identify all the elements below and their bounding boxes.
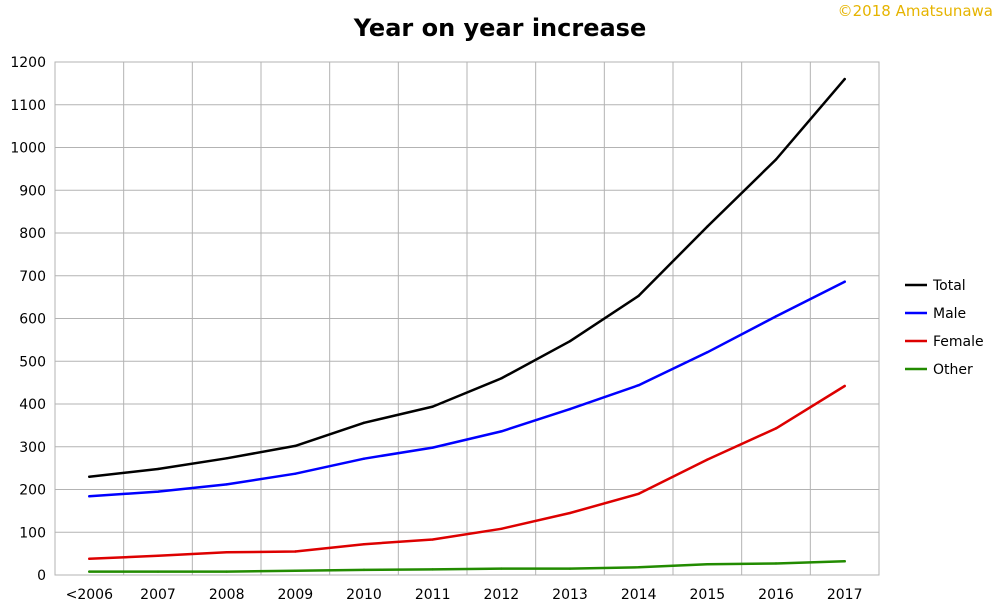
data-point — [88, 557, 91, 560]
data-point — [706, 351, 709, 354]
data-point — [294, 472, 297, 475]
data-point — [568, 567, 572, 570]
data-point — [843, 384, 846, 388]
data-point — [774, 315, 778, 318]
x-tick-label: 2016 — [758, 587, 794, 603]
x-tick-label: <2006 — [66, 587, 113, 603]
legend-item-male: Male — [905, 306, 966, 322]
data-point — [843, 77, 846, 81]
chart-title: Year on year increase — [353, 14, 647, 42]
y-tick-label: 1000 — [10, 141, 46, 157]
y-tick-label: 1200 — [10, 55, 46, 71]
data-point — [88, 475, 91, 478]
y-tick-label: 1100 — [10, 98, 46, 114]
data-point — [156, 467, 160, 471]
series-line-total — [88, 77, 846, 478]
data-point — [431, 446, 434, 449]
y-tick-label: 100 — [19, 525, 46, 541]
data-point — [225, 457, 228, 460]
data-point — [637, 294, 640, 298]
legend-label: Total — [932, 278, 966, 294]
data-point — [637, 492, 640, 495]
legend-label: Other — [933, 362, 973, 378]
x-tick-label: 2012 — [484, 587, 520, 603]
data-point — [431, 538, 434, 541]
y-tick-label: 700 — [19, 269, 46, 285]
x-tick-label: 2013 — [552, 587, 588, 603]
data-point — [156, 554, 160, 557]
y-tick-label: 200 — [19, 483, 46, 499]
data-point — [500, 377, 503, 380]
data-point — [225, 551, 228, 554]
y-axis-tick-labels: 0 100 200 300 400 500 600 700 800 900 1000 1100 1200 — [10, 55, 46, 584]
data-point — [843, 560, 846, 563]
y-tick-label: 300 — [19, 440, 46, 456]
x-tick-label: 2017 — [827, 587, 863, 603]
y-tick-label: 500 — [19, 354, 46, 370]
series-line-other — [88, 560, 846, 573]
legend-item-total: Total — [905, 278, 966, 294]
x-tick-label: 2010 — [346, 587, 382, 603]
legend-item-female: Female — [905, 334, 984, 350]
legend: Total Male Female Other — [905, 278, 984, 378]
data-point — [774, 158, 778, 161]
data-point — [637, 566, 640, 569]
series-male — [88, 280, 846, 498]
data-point — [500, 527, 503, 531]
series-lines — [88, 77, 846, 573]
data-point — [568, 511, 572, 515]
data-point — [362, 568, 366, 572]
x-tick-label: 2014 — [621, 587, 657, 603]
data-point — [156, 490, 160, 493]
series-line-female — [88, 384, 846, 561]
data-point — [156, 570, 160, 573]
data-point — [774, 562, 778, 565]
data-point — [500, 567, 503, 570]
legend-label: Male — [933, 306, 966, 322]
y-tick-label: 600 — [19, 312, 46, 328]
data-point — [362, 421, 366, 425]
data-point — [774, 427, 778, 430]
data-point — [294, 444, 297, 448]
data-point — [500, 430, 503, 433]
x-tick-label: 2011 — [415, 587, 451, 603]
data-point — [706, 563, 709, 566]
y-tick-label: 900 — [19, 183, 46, 199]
series-line-male — [88, 280, 846, 498]
data-point — [706, 458, 709, 461]
y-tick-label: 400 — [19, 397, 46, 413]
series-total — [88, 77, 846, 478]
data-point — [706, 225, 709, 228]
data-point — [431, 405, 434, 408]
x-axis-tick-labels: <2006 2007 2008 2009 2010 2011 2012 2013 2014 201… — [66, 587, 863, 603]
y-tick-label: 0 — [37, 568, 46, 584]
legend-item-other: Other — [905, 362, 973, 378]
data-point — [843, 280, 846, 283]
data-point — [294, 550, 297, 553]
data-point — [362, 457, 366, 460]
series-other — [88, 560, 846, 573]
x-tick-label: 2007 — [140, 587, 176, 603]
copyright-text: ©2018 Amatsunawa — [838, 2, 993, 20]
data-point — [637, 383, 640, 387]
data-point — [568, 339, 572, 343]
y-tick-label: 800 — [19, 226, 46, 242]
legend-label: Female — [933, 334, 984, 350]
plot-area-frame — [54, 61, 880, 576]
data-point — [431, 568, 434, 571]
grid — [54, 61, 880, 576]
series-female — [88, 384, 846, 561]
data-point — [88, 570, 91, 573]
data-point — [362, 543, 366, 546]
data-point — [568, 407, 572, 411]
data-point — [225, 570, 228, 573]
x-tick-label: 2009 — [278, 587, 314, 603]
data-point — [88, 495, 91, 498]
x-tick-label: 2008 — [209, 587, 245, 603]
x-tick-label: 2015 — [690, 587, 726, 603]
data-point — [225, 483, 228, 486]
data-point — [294, 569, 297, 572]
